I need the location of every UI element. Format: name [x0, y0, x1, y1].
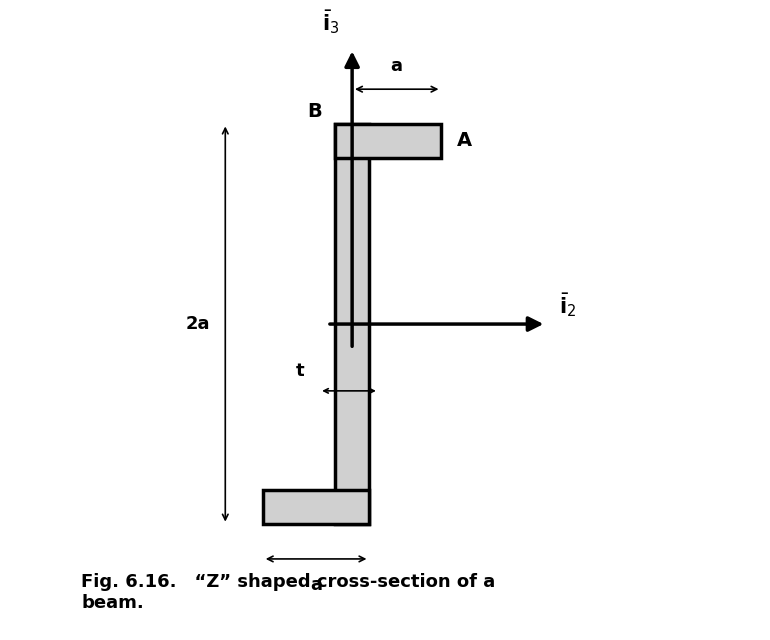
- Text: $\bar{\mathbf{i}}_3$: $\bar{\mathbf{i}}_3$: [322, 8, 340, 36]
- Text: A: A: [457, 131, 472, 150]
- Text: B: B: [308, 102, 323, 120]
- Text: a: a: [310, 577, 322, 595]
- Text: Fig. 6.16. “Z” shaped cross-section of a
beam.: Fig. 6.16. “Z” shaped cross-section of a…: [81, 573, 495, 612]
- Text: t: t: [296, 362, 305, 380]
- Bar: [335, 124, 370, 525]
- Text: $\bar{\mathbf{i}}_2$: $\bar{\mathbf{i}}_2$: [559, 291, 576, 319]
- Bar: [263, 490, 370, 525]
- Bar: [335, 124, 441, 158]
- Text: a: a: [390, 58, 403, 76]
- Text: 2a: 2a: [185, 315, 209, 333]
